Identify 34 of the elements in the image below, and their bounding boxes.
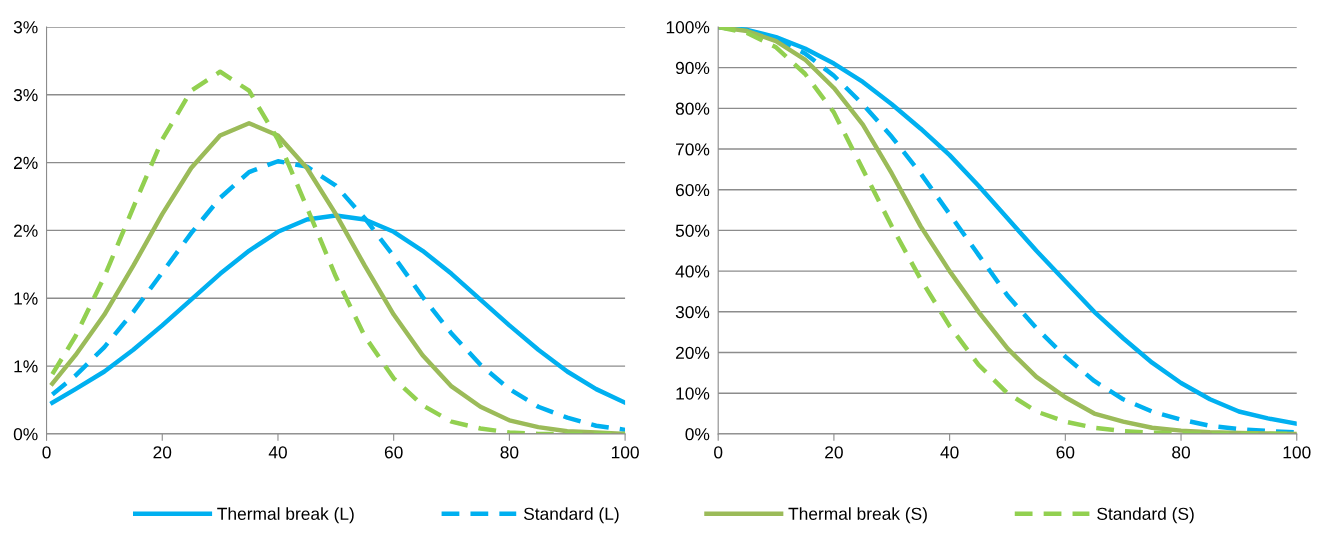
- y-tick-label: 50%: [675, 224, 710, 237]
- y-tick-label: 1%: [14, 292, 38, 305]
- y-tick-label: 90%: [675, 61, 710, 75]
- y-tick-label: 2%: [14, 224, 38, 237]
- x-tick-label: 60: [1056, 446, 1075, 459]
- y-tick-label: 40%: [675, 265, 710, 278]
- y-tick-label: 20%: [675, 346, 710, 359]
- legend-label: Thermal break (L): [217, 507, 354, 524]
- legend-label: Thermal break (S): [788, 507, 927, 524]
- y-tick-label: 60%: [676, 183, 710, 197]
- y-tick-label: 3%: [13, 88, 38, 102]
- x-tick-label: 0: [714, 446, 723, 459]
- x-tick-label: 40: [268, 446, 287, 459]
- x-tick-label: 80: [500, 446, 519, 459]
- x-tick-label: 20: [153, 446, 172, 459]
- y-tick-label: 70%: [676, 143, 710, 156]
- y-tick-label: 100%: [666, 21, 710, 34]
- y-tick-label: 3%: [13, 21, 38, 34]
- y-tick-label: 0%: [13, 428, 38, 441]
- y-tick-label: 2%: [14, 156, 38, 169]
- y-tick-label: 0%: [685, 428, 710, 441]
- legend-label: Standard (L): [523, 507, 619, 524]
- y-tick-label: 1%: [14, 360, 38, 373]
- x-tick-label: 80: [1172, 446, 1191, 459]
- x-tick-label: 100: [1283, 446, 1311, 459]
- x-tick-label: 20: [825, 446, 843, 459]
- y-tick-label: 30%: [675, 305, 710, 319]
- x-tick-label: 60: [384, 446, 403, 459]
- legend-label: Standard (S): [1097, 507, 1194, 524]
- x-tick-label: 100: [611, 446, 639, 459]
- y-tick-label: 80%: [675, 102, 710, 115]
- y-tick-label: 10%: [676, 387, 710, 400]
- x-tick-label: 40: [940, 446, 959, 459]
- x-tick-label: 0: [42, 446, 51, 459]
